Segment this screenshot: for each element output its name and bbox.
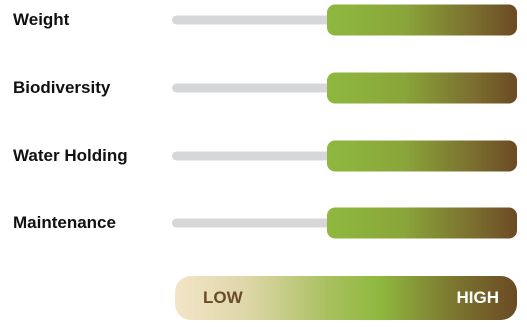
low-high-legend: LOW HIGH: [175, 276, 517, 320]
row-maintenance: Maintenance: [0, 207, 527, 239]
row-biodiversity: Biodiversity: [0, 72, 527, 104]
rating-bar: [327, 140, 517, 172]
legend-low-label: LOW: [203, 288, 243, 307]
legend-high-label: HIGH: [456, 288, 500, 307]
rating-bar: [327, 4, 517, 36]
row-label: Water Holding: [13, 146, 128, 165]
row-water-holding: Water Holding: [0, 140, 527, 172]
rating-bar: [327, 207, 517, 239]
rating-bar: [327, 72, 517, 104]
row-label: Maintenance: [13, 213, 116, 232]
row-label: Biodiversity: [13, 78, 111, 97]
row-label: Weight: [13, 10, 70, 29]
row-weight: Weight: [0, 4, 527, 36]
